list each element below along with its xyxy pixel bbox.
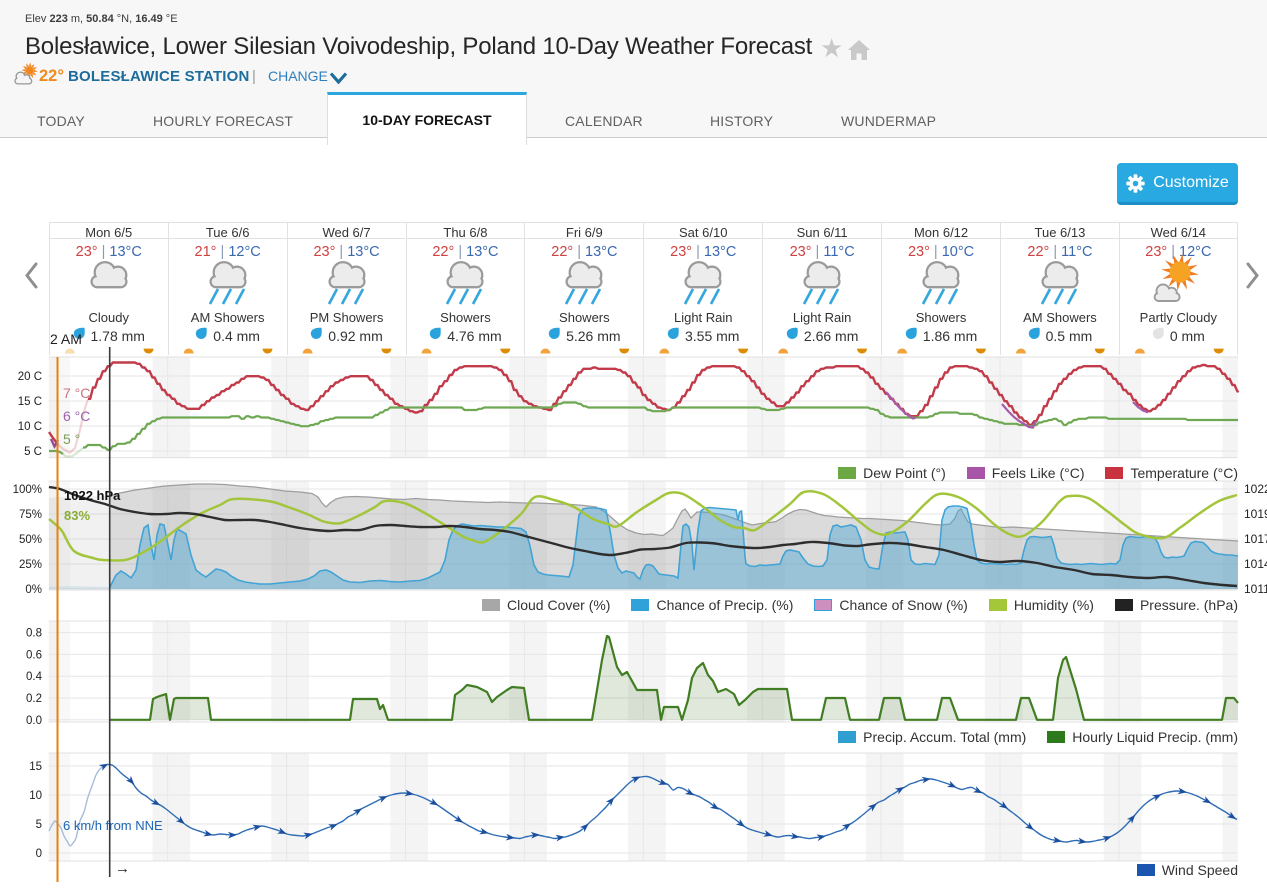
svg-text:0.6: 0.6	[26, 649, 42, 661]
svg-text:15 C: 15 C	[18, 396, 42, 408]
svg-text:6 km/h from NNE: 6 km/h from NNE	[63, 818, 163, 833]
svg-text:5 °: 5 °	[63, 431, 80, 447]
svg-text:1014.: 1014.	[1244, 557, 1267, 571]
svg-text:25%: 25%	[19, 559, 42, 571]
svg-text:20 C: 20 C	[18, 371, 42, 383]
svg-text:7 °C: 7 °C	[63, 385, 90, 401]
svg-text:1022.: 1022.	[1244, 482, 1267, 496]
svg-text:0%: 0%	[25, 584, 42, 596]
svg-text:0.4: 0.4	[26, 671, 43, 683]
svg-text:0.2: 0.2	[26, 693, 42, 705]
svg-text:75%: 75%	[19, 509, 42, 521]
svg-text:→: →	[115, 860, 130, 877]
svg-text:0.0: 0.0	[26, 715, 42, 727]
svg-text:10: 10	[29, 790, 42, 802]
svg-text:1019.: 1019.	[1244, 507, 1267, 521]
svg-text:15: 15	[29, 761, 42, 773]
svg-text:1017.: 1017.	[1244, 532, 1267, 546]
svg-text:100%: 100%	[13, 484, 42, 496]
svg-text:83%: 83%	[64, 508, 90, 523]
svg-text:1022 hPa: 1022 hPa	[64, 488, 121, 503]
svg-text:6 °C: 6 °C	[63, 408, 90, 424]
svg-text:10 C: 10 C	[18, 421, 42, 433]
svg-text:5: 5	[36, 819, 42, 831]
svg-text:1011.: 1011.	[1244, 582, 1267, 596]
svg-text:50%: 50%	[19, 534, 42, 546]
svg-text:0.8: 0.8	[26, 628, 42, 640]
svg-text:5 C: 5 C	[24, 446, 42, 458]
svg-text:2 AM: 2 AM	[50, 331, 82, 347]
svg-text:0: 0	[36, 848, 42, 860]
